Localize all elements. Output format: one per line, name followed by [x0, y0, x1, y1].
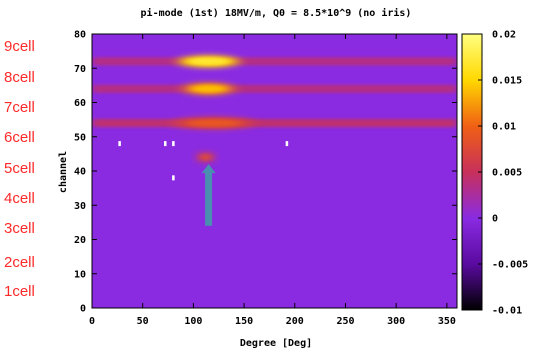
- arrow-shaft: [205, 172, 213, 226]
- x-tick-label-1: 50: [137, 316, 149, 327]
- heatmap-background: [92, 34, 457, 308]
- y-tick-label-1: 10: [74, 269, 86, 280]
- cell-label-8: 8cell: [4, 69, 35, 86]
- cell-label-5: 5cell: [4, 160, 35, 177]
- colorbar-tick-label-3: 0.005: [492, 168, 522, 179]
- y-tick-label-3: 30: [74, 201, 86, 212]
- cell-label-7: 7cell: [4, 99, 35, 116]
- cell-label-3: 3cell: [4, 220, 35, 237]
- band-1: [92, 84, 457, 93]
- y-tick-label-7: 70: [74, 64, 86, 75]
- colorbar-tick-label-5: -0.005: [492, 260, 528, 271]
- white-pixel-2: [172, 141, 175, 147]
- colorbar-tick-label-1: 0.015: [492, 76, 522, 87]
- colorbar-tick-label-0: 0.02: [492, 30, 516, 41]
- x-tick-label-6: 300: [387, 316, 405, 327]
- cell-label-1: 1cell: [4, 283, 35, 300]
- colorbar-tick-label-6: -0.01: [492, 306, 522, 317]
- chart-title: pi-mode (1st) 18MV/m, Q0 = 8.5*10^9 (no …: [141, 7, 412, 19]
- x-tick-label-0: 0: [89, 316, 95, 327]
- cell-label-4: 4cell: [4, 190, 35, 207]
- x-tick-label-5: 250: [336, 316, 354, 327]
- white-pixel-4: [172, 175, 175, 181]
- hotspot-core-8cell: [188, 57, 229, 65]
- y-tick-label-8: 80: [74, 30, 86, 41]
- white-pixel-1: [164, 141, 167, 147]
- band-2: [92, 119, 457, 128]
- white-pixel-3: [285, 141, 289, 147]
- hotspot-core-6cell: [186, 119, 241, 127]
- x-axis-label: Degree [Deg]: [240, 338, 312, 349]
- y-tick-label-4: 40: [74, 167, 86, 178]
- x-tick-label-3: 150: [235, 316, 253, 327]
- y-axis-label: channel: [58, 151, 69, 193]
- hotspot-core-5cell: [200, 153, 211, 161]
- y-tick-label-6: 60: [74, 98, 86, 109]
- x-tick-label-2: 100: [184, 316, 202, 327]
- hotspot-core-7cell: [191, 85, 226, 93]
- cell-label-9: 9cell: [4, 38, 35, 55]
- arrow-head: [201, 164, 216, 174]
- y-tick-label-5: 50: [74, 132, 86, 143]
- colorbar-tick-label-4: 0: [492, 214, 498, 225]
- cell-label-6: 6cell: [4, 129, 35, 146]
- x-tick-label-4: 200: [286, 316, 304, 327]
- white-pixel-0: [118, 141, 121, 147]
- colorbar-tick-label-2: 0.01: [492, 122, 516, 133]
- x-tick-label-7: 350: [438, 316, 456, 327]
- band-0: [92, 57, 457, 66]
- y-tick-label-0: 0: [80, 304, 86, 315]
- y-tick-label-2: 20: [74, 235, 86, 246]
- cell-label-2: 2cell: [4, 254, 35, 271]
